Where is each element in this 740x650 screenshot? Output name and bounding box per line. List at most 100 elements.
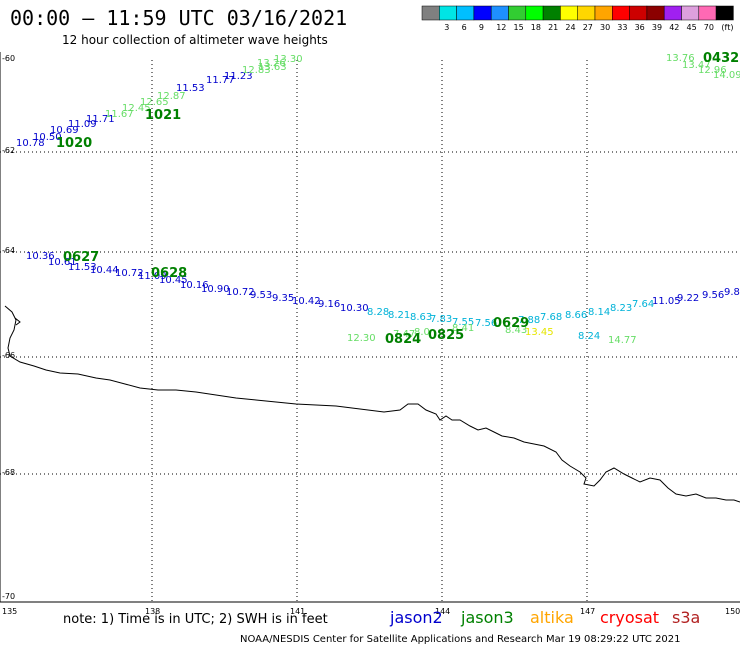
swh-label: 13.76 [666,53,695,64]
swh-label: 7.55 [452,317,474,328]
time-label: 0825 [428,328,464,343]
swh-label: 9.16 [318,299,340,310]
swh-label: 11.09 [68,119,97,130]
swh-label: 11.23 [224,71,253,82]
swh-label: 10.90 [201,284,230,295]
colorbar-swatch [629,5,648,21]
legend-cryosat: cryosat [600,608,660,627]
lat-label-60: -60 [2,54,15,63]
time-label: 0628 [151,266,187,281]
swh-label: 9.56 [702,290,724,301]
lon-label-141: 141 [290,607,305,616]
time-label: 1021 [145,108,181,123]
colorbar-swatch [525,5,544,21]
swh-label: 11.67 [105,109,134,120]
swh-label: 11.53 [176,83,205,94]
lat-label-70: -70 [2,592,15,601]
swh-label: 7.56 [475,318,497,329]
colorbar-swatch [542,5,561,21]
swh-label: 13.63 [258,62,287,73]
colorbar-tick-label: 39 [652,23,662,32]
swh-label: 10.72 [115,268,144,279]
colorbar-tick-label: 18 [531,23,541,32]
swh-label: 11.71 [86,114,115,125]
swh-label: 13.47 [682,60,711,71]
colorbar-swatch [681,5,700,21]
map-subtitle: 12 hour collection of altimeter wave hei… [62,33,328,47]
swh-label: 8.23 [610,303,632,314]
colorbar-tick-label: 9 [479,23,484,32]
lat-label-66: -66 [2,351,15,360]
swh-label: 10.45 [159,275,188,286]
swh-label: 14.77 [608,335,637,346]
swh-label: 8.66 [565,310,587,321]
legend-jason3: jason3 [461,608,514,627]
swh-label: 7.64 [632,299,654,310]
legend-jason2: jason2 [390,608,443,627]
colorbar-tick-label: 33 [617,23,627,32]
colorbar-tick-label: 70 [704,23,714,32]
swh-label: 10.69 [50,125,79,136]
swh-label: 7.68 [540,312,562,323]
swh-label: 14.09 [713,70,740,81]
swh-label: 10.30 [340,303,369,314]
swh-label: 7.47 [393,329,415,340]
swh-label: 10.78 [16,138,45,149]
legend-s3a: s3a [672,608,701,627]
lon-label-138: 138 [145,607,160,616]
swh-label: 13.45 [525,327,554,338]
swh-label: 10.44 [90,265,119,276]
colorbar-swatch [439,5,457,21]
swh-label: 9.53 [250,290,272,301]
map-title: 00:00 – 11:59 UTC 03/16/2021 [10,6,348,30]
colorbar: 3 6 9 12 15 18 21 24 27 30 33 36 39 42 45 70 (ft) [421,5,734,32]
swh-label: 8.28 [367,307,389,318]
swh-label: 9.35 [272,293,294,304]
colorbar-swatch [612,5,630,21]
lat-label-68: -68 [2,468,15,477]
colorbar-swatch [456,5,475,21]
colorbar-swatch [560,5,578,21]
swh-label: 7.88 [518,315,540,326]
colorbar-swatch [490,5,509,21]
colorbar-tick-label: 45 [687,23,697,32]
time-label: 1020 [56,136,92,151]
legend-altika: altika [530,608,574,627]
lon-label-147: 147 [580,607,595,616]
colorbar-tick-label: 3 [444,23,449,32]
colorbar-swatch [594,5,613,21]
antarctic-coastline [4,305,740,503]
colorbar-swatch [508,5,527,21]
colorbar-swatch [421,5,440,21]
time-label: 0627 [63,250,99,265]
footer-credit: NOAA/NESDIS Center for Satellite Applica… [240,634,681,645]
colorbar-tick-label: 24 [565,23,575,32]
swh-label: 8.63 [410,312,432,323]
swh-label: 11.77 [206,75,235,86]
swh-label: 12.96 [698,65,727,76]
swh-label: 11.53 [68,262,97,273]
lon-label-150: 150 [725,607,740,616]
swh-label: 12.87 [157,91,186,102]
colorbar-tick-label: 42 [669,23,679,32]
swh-label: 8.24 [578,331,600,342]
lat-label-62: -62 [2,146,15,155]
colorbar-tick-label: 15 [514,23,524,32]
swh-label: 8.21 [388,310,410,321]
colorbar-unit-label: (ft) [721,23,733,32]
swh-label: 12.45 [122,103,151,114]
lon-label-135: 135 [2,607,17,616]
colorbar-swatch [698,5,717,21]
note-text: note: 1) Time is in UTC; 2) SWH is in fe… [63,612,328,627]
swh-label: 10.16 [180,280,209,291]
colorbar-tick-label: 30 [600,23,610,32]
swh-label: 8.14 [588,307,610,318]
colorbar-tick-label: 6 [462,23,467,32]
colorbar-tick-label: 12 [496,23,506,32]
swh-label: 10.42 [292,296,321,307]
lon-label-144: 144 [435,607,450,616]
swh-label: 11.09 [138,271,167,282]
swh-label: 11.05 [652,296,681,307]
lat-label-64: -64 [2,246,15,255]
